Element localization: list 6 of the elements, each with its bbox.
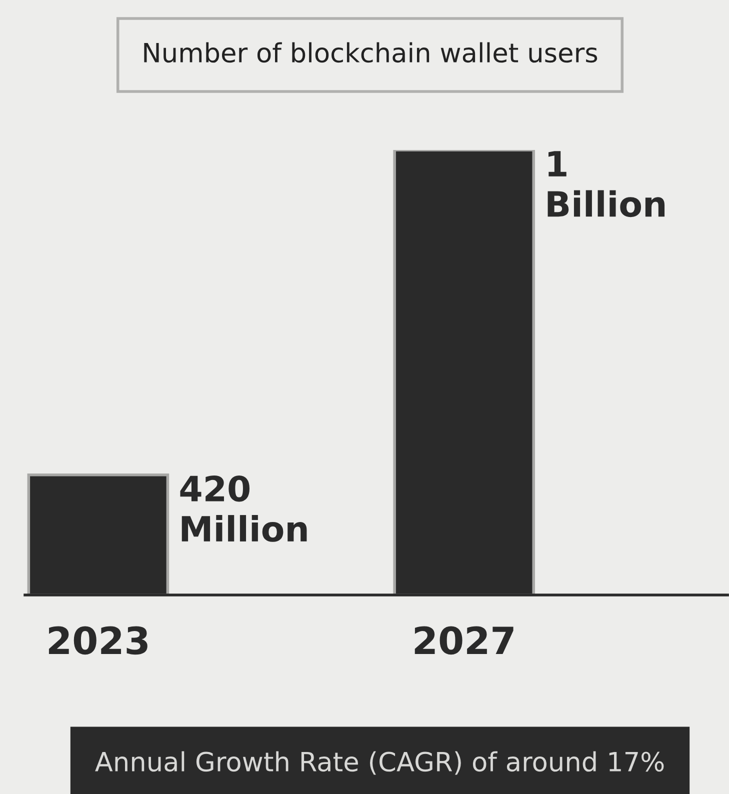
chart-title: Number of blockchain wallet users <box>144 42 598 63</box>
x-tick-label: 2027 <box>414 626 514 655</box>
annotation: 1 Billion <box>548 151 665 218</box>
text: Annual Growth Rate (CAGR) of around 17% <box>95 751 664 775</box>
x-tick-label: 2023 <box>48 626 148 655</box>
annotation: 420 Million <box>180 475 307 542</box>
